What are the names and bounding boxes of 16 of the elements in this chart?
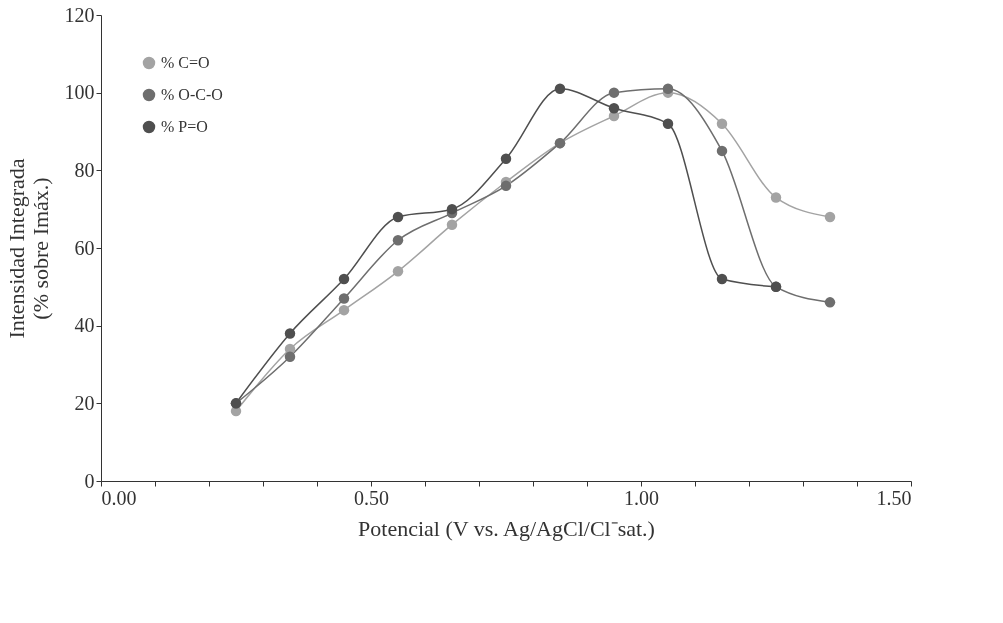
y-tick-label: 40 xyxy=(74,314,95,337)
x-axis-title: Potencial (V vs. Ag/AgCl/Cl⁻sat.) xyxy=(358,515,655,541)
y-tick-label: 0 xyxy=(84,469,95,492)
legend-label: % O-C-O xyxy=(161,86,223,103)
x-tick-label: 1.00 xyxy=(624,486,659,509)
text: Intensidad Integrada xyxy=(3,158,29,339)
y-tick-label: 20 xyxy=(74,391,95,414)
x-tick-label: 1.50 xyxy=(876,486,912,509)
x-tick-label: 0.00 xyxy=(101,486,137,509)
y-tick-label: 60 xyxy=(74,236,95,259)
legend-label: % C=O xyxy=(161,54,210,71)
legend-label: % P=O xyxy=(161,118,208,135)
y-tick-label: 100 xyxy=(64,81,95,104)
y-tick-label: 80 xyxy=(74,158,95,181)
x-tick-label: 0.50 xyxy=(354,486,389,509)
y-tick-label: 120 xyxy=(64,3,95,26)
